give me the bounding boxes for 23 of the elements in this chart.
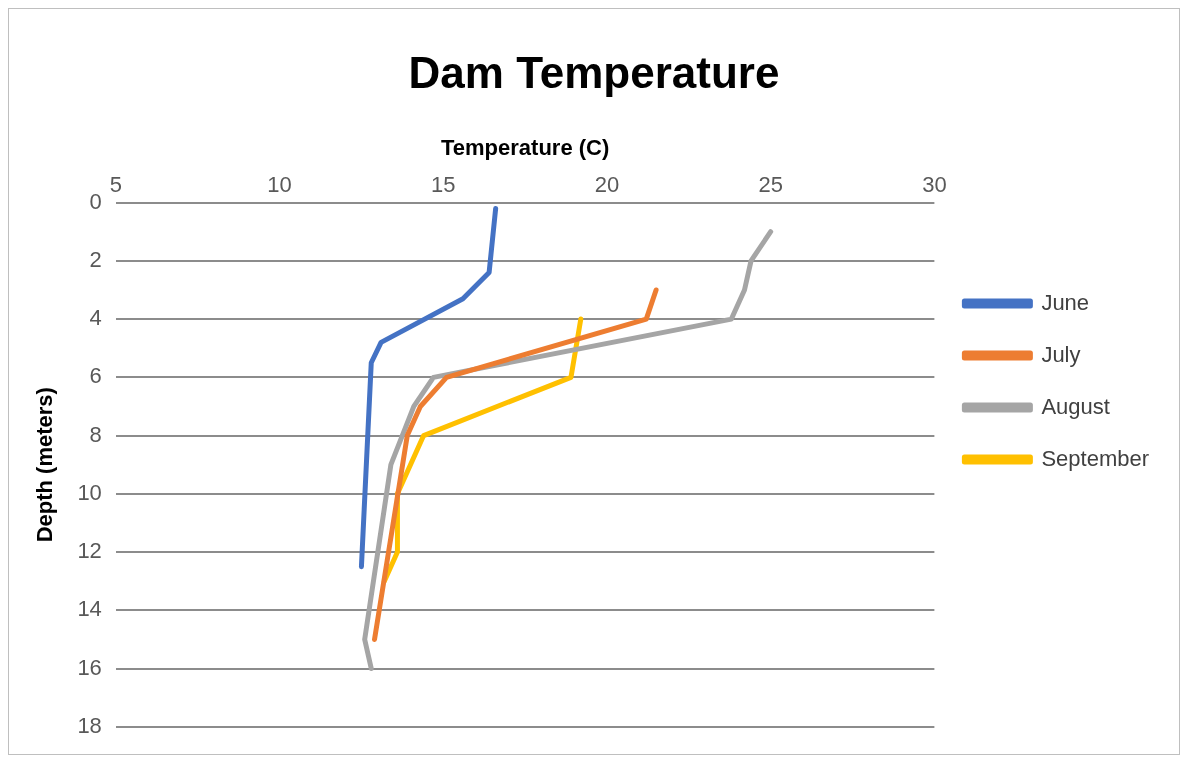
- x-tick-label: 10: [267, 172, 292, 198]
- y-tick-label: 10: [77, 479, 102, 505]
- x-axis-title: Temperature (C): [440, 135, 610, 161]
- x-tick-label: 30: [922, 172, 947, 198]
- x-tick-label: 15: [431, 172, 456, 198]
- legend-label: August: [1041, 393, 1110, 419]
- chart-title: Dam Temperature: [408, 47, 780, 97]
- legend-label: June: [1041, 289, 1090, 315]
- y-tick-label: 2: [89, 246, 102, 272]
- y-tick-label: 12: [77, 538, 102, 564]
- legend-label: July: [1041, 341, 1081, 367]
- y-tick-label: 0: [89, 188, 102, 214]
- x-tick-label: 5: [109, 172, 122, 198]
- y-tick-label: 6: [89, 363, 102, 389]
- y-tick-label: 8: [89, 421, 102, 447]
- y-axis-title: Depth (meters): [32, 387, 58, 543]
- x-tick-label: 25: [758, 172, 783, 198]
- legend-label: September: [1041, 445, 1150, 471]
- y-tick-label: 14: [77, 596, 102, 622]
- x-tick-label: 20: [594, 172, 620, 198]
- y-tick-label: 18: [77, 712, 102, 738]
- y-tick-label: 4: [89, 305, 102, 331]
- y-tick-label: 16: [77, 654, 102, 680]
